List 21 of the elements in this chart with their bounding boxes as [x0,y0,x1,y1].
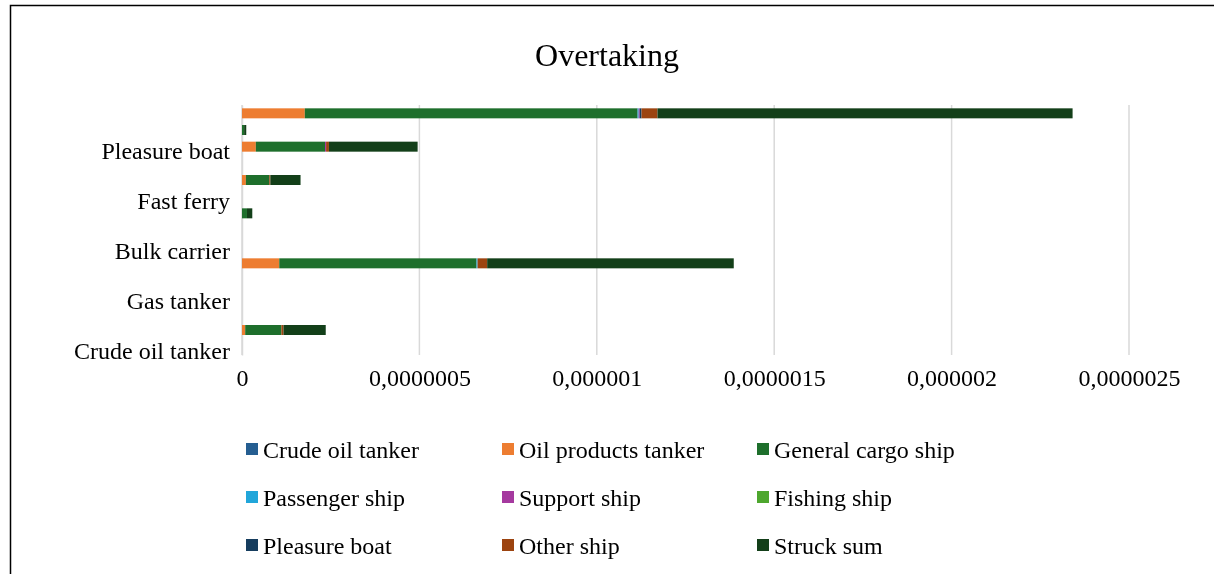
legend-label: Struck sum [774,533,883,559]
y-tick-label: Gas tanker [126,287,230,314]
x-tick-label: 0 [236,365,249,392]
x-tick-label: 0,0000005 [368,365,471,392]
y-tick-label: Crude oil tanker [74,337,231,364]
y-tick-label: Pleasure boat [101,137,231,164]
legend-label: Support ship [519,485,642,511]
legend-label: Other ship [519,533,620,559]
chart-title: Overtaking [535,37,679,73]
x-tick-label: 0,000001 [552,365,643,392]
x-tick-label: 0,0000015 [723,365,826,392]
y-tick-label: Fast ferry [137,187,230,214]
legend-label: Passenger ship [263,485,405,511]
legend-label: Oil products tanker [519,437,705,463]
legend-label: General cargo ship [774,437,955,463]
legend-label: Fishing ship [774,485,893,511]
x-tick-label: 0,000002 [907,365,998,392]
x-tick-label: 0,0000025 [1078,365,1181,392]
legend-label: Pleasure boat [263,533,392,559]
y-tick-label: Bulk carrier [114,237,230,264]
legend-label: Crude oil tanker [263,437,419,463]
